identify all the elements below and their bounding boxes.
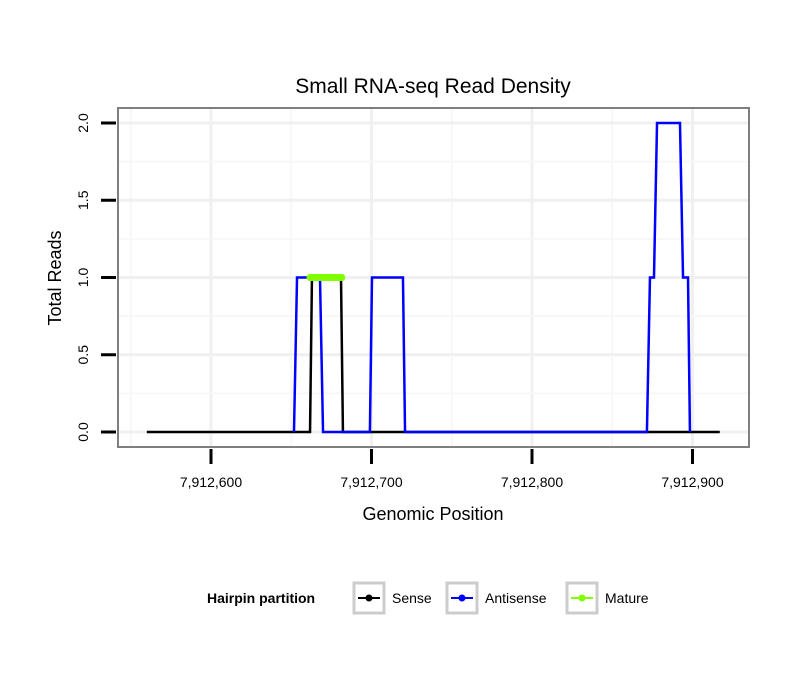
y-axis-label: Total Reads xyxy=(45,230,65,325)
legend-key-point xyxy=(458,594,466,602)
legend-label-antisense: Antisense xyxy=(485,590,547,606)
y-tick-label: 2.0 xyxy=(75,113,91,133)
legend-key-point xyxy=(365,594,373,602)
legend-label-mature: Mature xyxy=(605,590,649,606)
legend-title: Hairpin partition xyxy=(207,590,315,606)
legend-key-point xyxy=(578,594,586,602)
x-axis-label: Genomic Position xyxy=(362,504,503,524)
x-tick-label: 7,912,800 xyxy=(501,474,563,490)
x-tick-label: 7,912,700 xyxy=(340,474,402,490)
y-tick-label: 1.5 xyxy=(75,190,91,210)
legend: Hairpin partition Sense Antisense Mature xyxy=(207,581,649,615)
y-tick-label: 0.0 xyxy=(75,422,91,442)
series-line-antisense xyxy=(292,121,692,434)
chart-title: Small RNA-seq Read Density xyxy=(295,75,571,98)
x-tick-label: 7,912,600 xyxy=(180,474,242,490)
y-tick-label: 0.5 xyxy=(75,345,91,365)
x-tick-label: 7,912,900 xyxy=(661,474,723,490)
legend-label-sense: Sense xyxy=(392,590,432,606)
y-tick-label: 1.0 xyxy=(75,268,91,288)
